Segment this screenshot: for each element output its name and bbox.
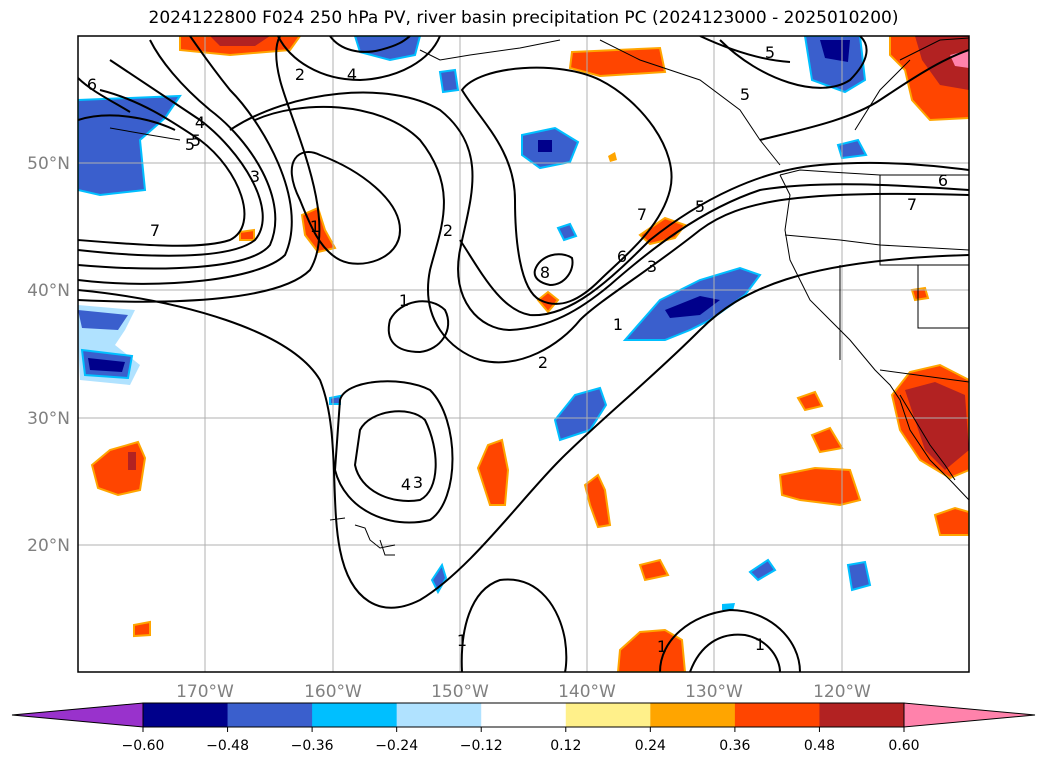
- pv-contour-label: 7: [637, 205, 647, 224]
- graticule: [78, 36, 969, 672]
- pv-contour-label: 4: [401, 475, 411, 494]
- colorbar-tick-label: 0.48: [804, 738, 835, 754]
- colorbar-tick-label: −0.36: [291, 738, 334, 754]
- colorbar-tick-label: −0.48: [206, 738, 249, 754]
- pv-contour-label: 6: [938, 171, 948, 190]
- pv-contour-label: 4: [347, 65, 357, 84]
- colorbar-tick-label: −0.60: [122, 738, 165, 754]
- colorbar-swatch: [481, 703, 567, 727]
- pv-contour-label: 6: [87, 75, 97, 94]
- longitude-labels: 170°W 160°W 150°W 140°W 130°W 120°W: [176, 682, 871, 702]
- pv-contour-label: 5: [740, 85, 750, 104]
- pv-contour-label: 1: [310, 217, 320, 236]
- pv-contour-label: 1: [755, 635, 765, 654]
- pv-contour-label: 5: [191, 131, 201, 150]
- map-frame: [77, 35, 970, 673]
- latitude-labels: 50°N 40°N 30°N 20°N: [27, 154, 70, 556]
- lon-label: 150°W: [431, 682, 489, 702]
- pv-contour-label: 7: [907, 195, 917, 214]
- lon-label: 160°W: [304, 682, 362, 702]
- colorbar-swatch: [734, 703, 820, 727]
- colorbar-swatch: [650, 703, 736, 727]
- pv-contour-label: 3: [250, 167, 260, 186]
- colorbar-frame: [142, 702, 905, 728]
- colorbar-tick-label: −0.24: [375, 738, 418, 754]
- lat-label: 20°N: [27, 536, 70, 556]
- colorbar-swatch: [227, 703, 313, 727]
- lon-label: 140°W: [558, 682, 616, 702]
- pv-contour-label: 1: [657, 637, 667, 656]
- colorbar-swatch: [143, 703, 229, 727]
- colorbar-tick-label: 0.12: [550, 738, 581, 754]
- pv-contour-label: 5: [185, 135, 195, 154]
- precip-fill-layer: [78, 36, 969, 672]
- pv-contour-label: 1: [613, 315, 623, 334]
- colorbar: −0.60 −0.48 −0.36 −0.24 −0.12 0.12 0.24 0.36 0.4…: [11, 702, 1036, 754]
- colorbar-tick-label: 0.60: [888, 738, 919, 754]
- pv-contour-label: 6: [617, 247, 627, 266]
- pv-contour-label: 3: [413, 473, 423, 492]
- pv-contour-label: 7: [150, 221, 160, 240]
- pv-contour-label: 3: [647, 257, 657, 276]
- lon-label: 120°W: [813, 682, 871, 702]
- lat-label: 40°N: [27, 281, 70, 301]
- colorbar-swatch: [565, 703, 651, 727]
- lat-label: 50°N: [27, 154, 70, 174]
- pv-contour-label: 5: [695, 197, 705, 216]
- pv-contour-label: 2: [295, 65, 305, 84]
- pv-contour-label: 8: [540, 263, 550, 282]
- lat-label: 30°N: [27, 409, 70, 429]
- colorbar-extend-high: [903, 702, 1036, 728]
- pv-contours: [78, 36, 969, 672]
- colorbar-extend-low: [11, 702, 144, 728]
- lon-label: 130°W: [685, 682, 743, 702]
- pv-contour-label: 1: [399, 291, 409, 310]
- map-title: 2024122800 F024 250 hPa PV, river basin …: [148, 8, 899, 28]
- coastlines: [109, 37, 969, 556]
- pv-contour-label: 5: [765, 43, 775, 62]
- colorbar-tick-label: −0.12: [460, 738, 503, 754]
- colorbar-swatch: [819, 703, 905, 727]
- pv-contour-label: 2: [443, 221, 453, 240]
- colorbar-swatch: [312, 703, 398, 727]
- colorbar-tick-label: 0.24: [635, 738, 666, 754]
- pv-contour-label: 4: [195, 113, 205, 132]
- colorbar-swatch: [396, 703, 482, 727]
- pv-contour-label: 1: [457, 631, 467, 650]
- pv-contour-label: 2: [538, 353, 548, 372]
- colorbar-tick-label: 0.36: [719, 738, 750, 754]
- lon-label: 170°W: [176, 682, 234, 702]
